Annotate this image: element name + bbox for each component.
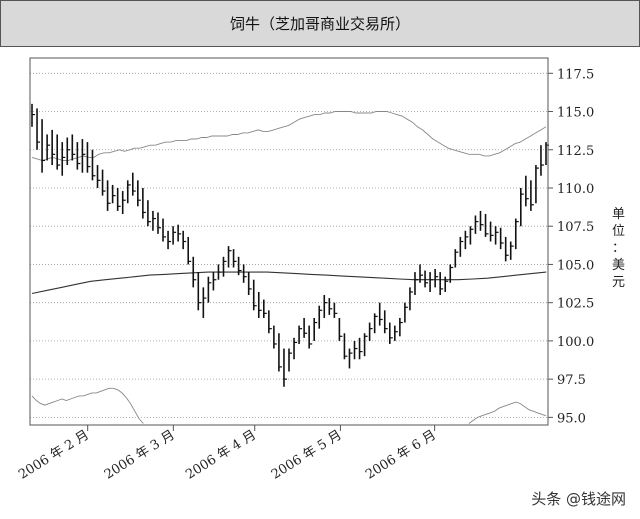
chart-title-bar: 饲牛（芝加哥商业交易所） [0,0,640,47]
y-axis-ticks: 95.0 97.5 100.0 102.5 105.0 107.5 110.0 112.5 11… [548,67,594,426]
y-axis-unit-label: 单位 ： 美元 [612,207,625,290]
y-tick-label: 112.5 [557,144,594,159]
y-tick-label: 95.0 [557,411,586,426]
y-tick-label: 102.5 [557,297,594,312]
x-tick-label: 2006 年 6 月 [363,428,439,483]
y-tick-label: 107.5 [557,220,594,235]
lower-band-line [31,387,144,424]
chart-title: 饲牛（芝加哥商业交易所） [229,15,410,33]
x-tick-label: 2006 年 5 月 [269,428,345,483]
plot-frame [29,57,549,426]
moving-average-line [31,271,547,295]
unit-label-char: 元 [612,275,625,290]
gridlines [30,72,548,418]
y-tick-label: 115.0 [557,106,594,121]
x-tick-label: 2006 年 4 月 [183,428,259,483]
watermark: 头条 @钱途网 [531,490,626,508]
unit-label-char: ： [612,241,625,256]
y-tick-label: 110.0 [557,182,594,197]
bands [31,111,547,424]
y-tick-label: 100.0 [557,335,594,350]
x-axis-ticks: 2006 年 2 月 2006 年 3 月 2006 年 4 月 2006 年 5 月… [16,425,439,483]
x-tick-label: 2006 年 2 月 [16,428,92,483]
unit-label-char: 美 [612,258,625,273]
y-tick-label: 105.0 [557,258,594,273]
y-tick-label: 97.5 [557,373,586,388]
unit-label-char: 单 [612,207,625,222]
price-bars [31,103,549,387]
x-tick-label: 2006 年 3 月 [102,428,178,483]
lower-band-line-late [468,401,547,424]
y-tick-label: 117.5 [557,67,594,82]
unit-label-char: 位 [612,224,625,239]
upper-band-line [31,111,547,161]
